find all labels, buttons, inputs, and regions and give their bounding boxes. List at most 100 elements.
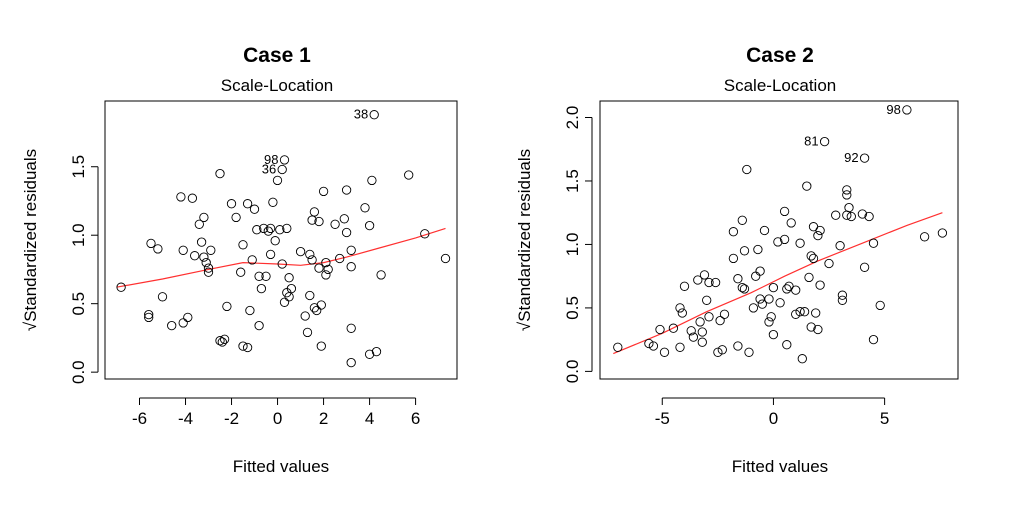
data-point [806, 251, 816, 261]
data-point [739, 284, 750, 294]
data-point [686, 326, 696, 336]
data-point [367, 175, 377, 186]
data-point [753, 244, 763, 255]
data-point [339, 214, 349, 224]
data-point [859, 262, 870, 272]
data-point [242, 342, 253, 353]
data-point [737, 215, 747, 225]
data-point [321, 257, 331, 268]
data-point [648, 341, 659, 351]
data-point [146, 238, 156, 249]
y-tick-label: 0.5 [563, 296, 582, 320]
data-point [314, 216, 324, 227]
case-2-point-labels-layer: 98 81 92 [804, 102, 912, 165]
labeled-data-point [819, 136, 830, 147]
data-point [728, 227, 739, 237]
point-id-label: 98 [886, 102, 900, 117]
data-point [261, 271, 271, 281]
data-point [842, 185, 852, 195]
data-point [316, 300, 326, 310]
case-2-title: Case 2 [746, 44, 814, 67]
data-point [238, 240, 248, 250]
data-point [254, 271, 264, 281]
data-point [364, 349, 375, 359]
data-point [284, 273, 294, 283]
data-point [764, 294, 774, 304]
x-tick-label: -4 [178, 409, 193, 428]
data-point [755, 266, 765, 276]
data-point [782, 340, 792, 350]
data-point [307, 255, 317, 265]
data-point [215, 336, 225, 346]
data-point [247, 255, 257, 265]
case-1-points-layer [116, 168, 451, 368]
data-point [857, 209, 868, 219]
case-1-x-axis: -6 -4 -2 0 2 4 6 [132, 397, 420, 428]
point-id-label: 38 [354, 107, 368, 122]
data-point [254, 320, 264, 331]
case-2-x-axis-title: Fitted values [732, 457, 828, 476]
data-point [868, 238, 879, 248]
data-point [144, 312, 154, 323]
data-point [190, 251, 200, 261]
data-point [795, 238, 805, 248]
case-1-y-axis: 0.0 0.5 1.0 1.5 [69, 155, 99, 384]
data-point [919, 232, 930, 242]
case-2-subtitle: Scale-Location [724, 76, 836, 95]
data-point [659, 347, 670, 357]
y-tick-label: 0.0 [563, 360, 582, 384]
data-point [937, 228, 948, 238]
data-point [286, 283, 297, 294]
data-point [316, 341, 326, 351]
data-point [791, 309, 801, 319]
data-point [835, 241, 845, 251]
x-tick-label: -5 [655, 409, 670, 428]
data-point [811, 308, 821, 318]
data-point [178, 245, 188, 255]
data-point [219, 334, 230, 344]
data-point [153, 244, 163, 254]
x-tick-label: 0 [769, 409, 778, 428]
data-point [341, 185, 352, 195]
data-point [775, 298, 785, 308]
data-point [312, 305, 322, 316]
case-1-y-axis-title: √Standardized residuals [21, 149, 40, 331]
data-point [815, 225, 825, 236]
data-point [791, 285, 801, 295]
data-point [318, 186, 329, 197]
data-point [265, 223, 276, 234]
labeled-data-point [859, 153, 870, 163]
data-point [341, 227, 352, 238]
data-point [346, 262, 356, 272]
data-point [309, 303, 320, 313]
point-id-label: 36 [262, 162, 276, 177]
data-point [813, 324, 823, 335]
case-1-plot-frame [104, 100, 458, 380]
data-point [644, 338, 654, 349]
data-point [815, 280, 825, 290]
data-point [713, 347, 723, 357]
data-point [677, 308, 687, 318]
smoother-line [116, 227, 446, 288]
data-point [717, 345, 727, 355]
data-point [824, 258, 834, 269]
data-point [757, 299, 767, 309]
data-point [737, 282, 747, 293]
data-point [697, 337, 707, 347]
y-tick-label: 0.0 [69, 360, 88, 384]
labeled-data-point [902, 105, 912, 115]
case-1-title: Case 1 [243, 44, 311, 67]
data-point [751, 271, 761, 281]
data-point [268, 197, 278, 207]
data-point [846, 211, 856, 222]
data-point [321, 270, 331, 280]
data-point [187, 193, 198, 203]
data-point [279, 297, 290, 307]
data-point [702, 295, 712, 305]
data-point [275, 225, 285, 235]
data-point [699, 270, 710, 280]
data-point [802, 181, 812, 191]
data-point [704, 312, 714, 322]
data-point [675, 303, 685, 313]
